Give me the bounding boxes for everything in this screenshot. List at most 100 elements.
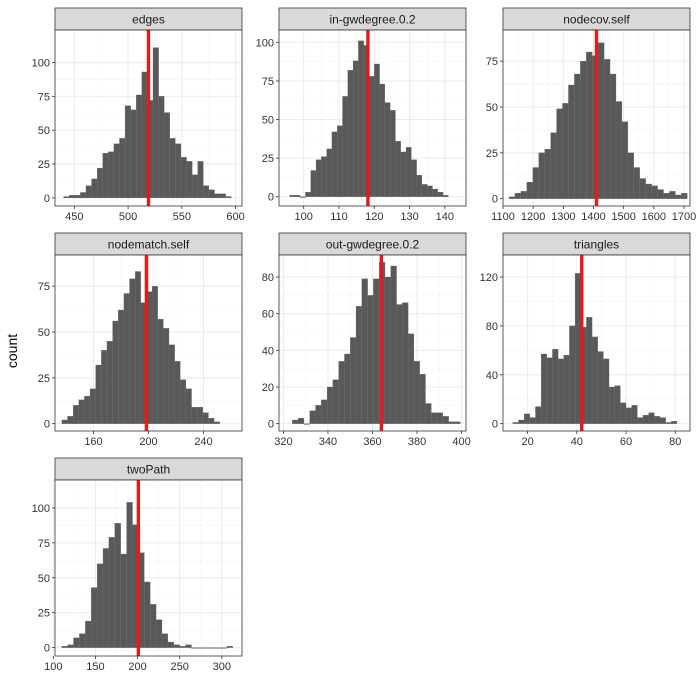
x-tick-label: 340 (319, 436, 337, 448)
x-tick-label: 240 (194, 436, 212, 448)
histogram-bar (598, 42, 605, 199)
y-tick-label: 0 (44, 193, 50, 205)
histogram-bar (645, 183, 652, 199)
y-tick-label: 25 (38, 159, 50, 171)
histogram-bar (432, 188, 438, 197)
histogram-bar (390, 265, 397, 424)
y-tick-label: 60 (262, 309, 274, 321)
histogram-bar (384, 102, 391, 197)
facet-panel-out-gwdegree-0-2: out-gwdegree.0.2 320 340 360 380 400 0 20 40 60 80 (262, 232, 471, 448)
y-tick-label: 100 (256, 37, 274, 49)
histogram-bar (562, 103, 569, 199)
histogram-bar (419, 374, 426, 424)
panel-border (54, 479, 243, 657)
histogram-bar (144, 581, 151, 648)
histogram-bar (297, 418, 305, 424)
histogram-bar (625, 407, 632, 424)
y-tick-label: 25 (486, 148, 498, 160)
histogram-bar (91, 178, 98, 199)
histogram-bar (373, 278, 380, 424)
histogram-bar (586, 51, 593, 199)
histogram-bar (344, 353, 351, 424)
histogram-bar (407, 333, 415, 424)
histogram-bar (540, 353, 547, 424)
x-tick-label: 600 (226, 211, 244, 223)
histogram-bar (96, 167, 103, 199)
histogram-bar (603, 59, 611, 199)
histogram-bar (135, 271, 141, 424)
histogram-bar (374, 63, 380, 197)
histogram-bar (73, 637, 80, 648)
histogram-bar (368, 76, 375, 197)
facet-strip-label: in-gwdegree.0.2 (329, 13, 415, 27)
y-tick-label: 50 (38, 125, 50, 137)
histogram-bar (436, 412, 443, 424)
histogram-bar (627, 152, 634, 199)
histogram-bar (63, 196, 70, 199)
y-tick-label: 75 (38, 538, 50, 550)
histogram-bar (586, 317, 593, 424)
histogram-bar (337, 125, 343, 197)
histogram-bar (101, 350, 108, 424)
histogram-bar (512, 422, 519, 424)
histogram-bar (292, 419, 299, 424)
x-tick-label: 150 (86, 661, 104, 673)
x-tick-label: 160 (84, 436, 102, 448)
histogram-bar (118, 309, 125, 424)
histogram-bar (431, 412, 438, 424)
y-tick-label: 75 (38, 281, 50, 293)
facet-strip-label: out-gwdegree.0.2 (326, 238, 420, 252)
histogram-bar (67, 644, 74, 648)
panel-border (502, 254, 691, 432)
histogram-bar (342, 96, 348, 197)
histogram-bar (214, 193, 221, 199)
histogram-bar (151, 286, 158, 424)
histogram-bar (663, 193, 670, 199)
panel-border (54, 29, 243, 207)
histogram-bar (529, 417, 536, 424)
histogram-bar (524, 413, 530, 424)
y-tick-label: 40 (486, 370, 498, 382)
histogram-bar (350, 337, 357, 424)
x-tick-label: 380 (408, 436, 426, 448)
histogram-bar (367, 295, 374, 424)
x-tick-label: 360 (363, 436, 381, 448)
histogram-bar (603, 358, 610, 424)
histogram-bar (315, 159, 322, 197)
facet-strip-label: nodematch.self (108, 238, 190, 252)
histogram-bar (389, 110, 396, 197)
y-tick-label: 25 (262, 153, 274, 165)
histogram-bar (642, 414, 649, 424)
histogram-bar (102, 548, 110, 648)
histogram-bar (164, 112, 170, 199)
x-tick-label: 40 (571, 436, 583, 448)
histogram-bar (106, 341, 113, 424)
y-tick-label: 100 (32, 57, 50, 69)
histogram-bar (85, 185, 92, 199)
x-tick-label: 1300 (551, 211, 575, 223)
histogram-bar (421, 184, 428, 197)
histogram-bar (155, 619, 163, 648)
histogram-bar (518, 419, 525, 424)
facet-panel-in-gwdegree-0-2: in-gwdegree.0.2 100 110 120 130 140 0 25 50 75 100 (256, 7, 467, 223)
histogram-bar (402, 302, 409, 424)
histogram-bar (532, 167, 539, 199)
histogram-bar (185, 644, 192, 648)
histogram-bar (442, 416, 449, 424)
histogram-bar (326, 386, 334, 424)
histogram-bar (180, 379, 187, 424)
y-tick-label: 0 (44, 643, 50, 655)
facet-strip-label: edges (132, 13, 165, 27)
histogram-bar (639, 178, 646, 199)
histogram-bar (637, 417, 644, 424)
histogram-bar (597, 351, 604, 424)
histogram-bar (563, 355, 570, 424)
histogram-bar (671, 421, 678, 424)
histogram-bar (191, 407, 198, 424)
y-tick-label: 80 (486, 321, 498, 333)
histogram-bar (152, 47, 159, 199)
histogram-bar (413, 361, 420, 424)
histogram-bar (654, 416, 661, 424)
histogram-bar (185, 388, 192, 424)
x-tick-label: 130 (400, 211, 418, 223)
